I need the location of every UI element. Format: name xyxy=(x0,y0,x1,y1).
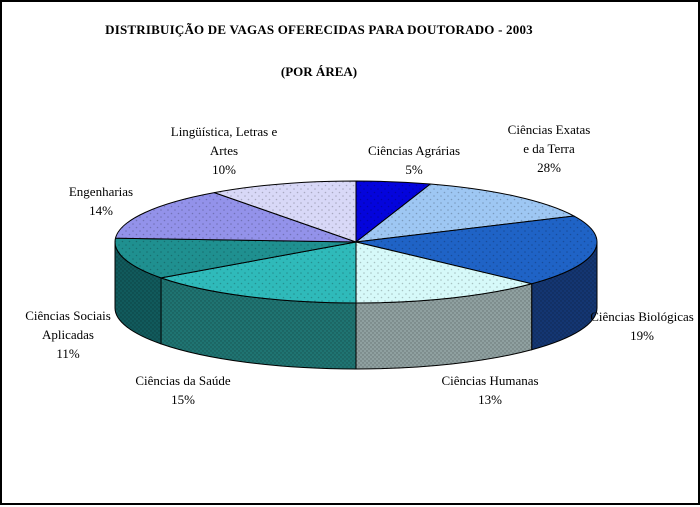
pie-label-line: 15% xyxy=(171,392,195,407)
pie-label-line: 19% xyxy=(630,328,654,343)
pie-slice-pattern-sociais xyxy=(115,238,357,278)
pie-label-line: Ciências Biológicas xyxy=(590,309,694,324)
pie-label-linguistica: Lingüística, Letras e Artes 10% xyxy=(142,122,306,179)
pie-slice-pattern-agrarias xyxy=(356,181,431,242)
pie-label-line: Engenharias xyxy=(68,184,134,199)
pie-label-ciencias-agrarias: Ciências Agrárias 5% xyxy=(334,141,494,179)
pie-rim-group xyxy=(114,241,598,370)
pie-label-ciencias-sociais: Ciências Sociais Aplicadas 11% xyxy=(2,306,134,363)
pie-label-line: Artes xyxy=(209,143,239,158)
pie-slice-pattern-biologicas xyxy=(356,216,597,284)
pie-label-ciencias-biologicas: Ciências Biológicas 19% xyxy=(557,307,700,345)
pie-label-line: Ciências Agrárias xyxy=(367,143,461,158)
pie-label-line: Ciências Humanas xyxy=(441,373,539,388)
pie-rim-pattern-sociais xyxy=(115,242,162,344)
pie-label-line: 5% xyxy=(405,162,423,177)
pie-label-line: Ciências Sociais xyxy=(25,308,111,323)
pie-label-line: 28% xyxy=(537,160,561,175)
pie-rim-pattern-humanas xyxy=(356,283,532,369)
chart-subtitle: (POR ÁREA) xyxy=(280,64,358,79)
pie-label-line: 11% xyxy=(56,346,80,361)
pie-label-line: Ciências Exatas xyxy=(507,122,591,137)
pie-slice-pattern-exatas xyxy=(356,183,575,242)
pie-label-line: 14% xyxy=(89,203,113,218)
pie-label-line: Lingüística, Letras e xyxy=(170,124,278,139)
pie-slice-pattern-saude xyxy=(161,242,356,303)
chart-title: DISTRIBUIÇÃO DE VAGAS OFERECIDAS PARA DO… xyxy=(105,22,533,37)
pie-label-engenharias: Engenharias 14% xyxy=(21,182,181,220)
pie-slice-pattern-linguistica xyxy=(214,180,356,242)
pie-label-ciencias-humanas: Ciências Humanas 13% xyxy=(410,371,570,409)
pie-rim-pattern-biologicas xyxy=(531,242,597,350)
pie-label-line: Aplicadas xyxy=(42,327,94,342)
pie-label-line: e da Terra xyxy=(523,141,575,156)
pie-label-ciencias-exatas: Ciências Exatas e da Terra 28% xyxy=(469,120,629,177)
pie-label-ciencias-da-saude: Ciências da Saúde 15% xyxy=(103,371,263,409)
pie-label-line: 13% xyxy=(478,392,502,407)
pie-label-line: 10% xyxy=(212,162,236,177)
pie-label-line: Ciências da Saúde xyxy=(135,373,231,388)
pie-top-group xyxy=(114,180,598,304)
pie-slice-pattern-engenharias xyxy=(115,192,356,242)
pie-slice-pattern-humanas xyxy=(356,242,532,303)
pie-rim-pattern-saude xyxy=(161,277,356,369)
